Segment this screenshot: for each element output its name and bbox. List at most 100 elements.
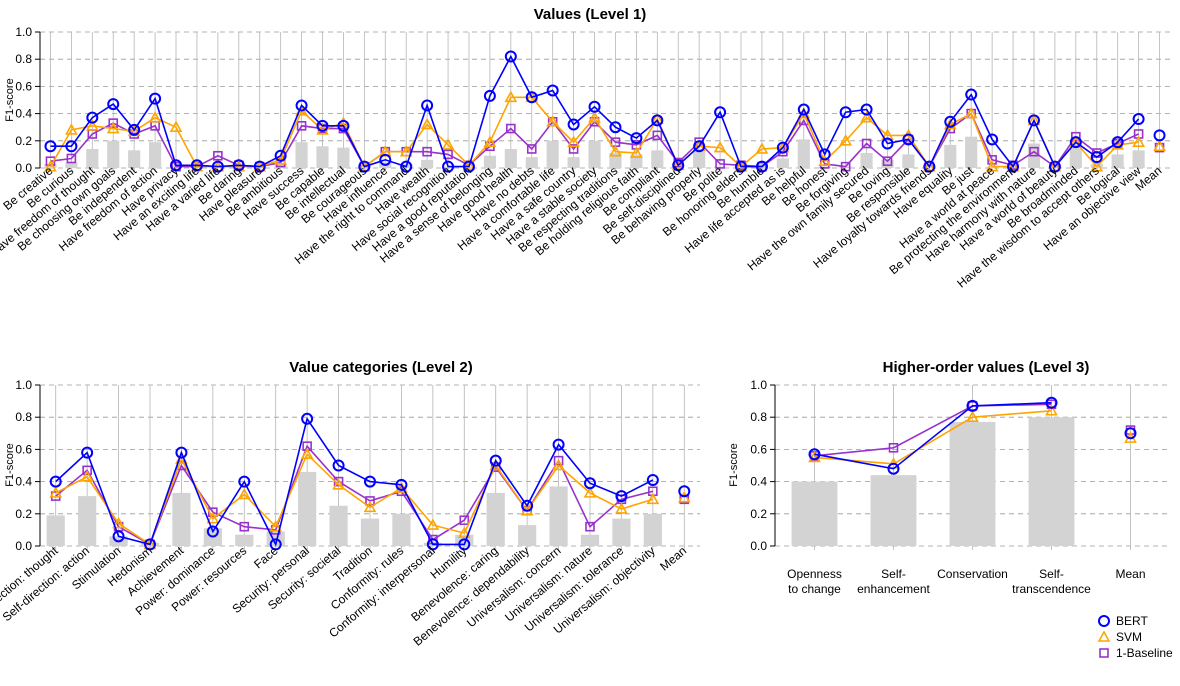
legend: BERT SVM 1-Baseline <box>1097 614 1173 660</box>
bar <box>949 422 996 546</box>
y-tick-label: 0.2 <box>15 134 32 148</box>
y-tick-label: 0.4 <box>15 107 32 121</box>
data-point-bert <box>1124 427 1137 440</box>
data-point-bert <box>525 91 538 104</box>
y-tick-label: 0.2 <box>750 507 767 521</box>
data-point-bert <box>337 119 350 132</box>
data-point-svm <box>148 111 162 123</box>
bar <box>107 140 120 168</box>
data-point-bert <box>426 538 439 551</box>
series-line-bert <box>814 401 1052 470</box>
data-point-bert <box>504 50 517 63</box>
y-axis-label: F1-score <box>728 443 740 486</box>
bar <box>172 492 191 546</box>
panel-value-categories-level-2: Value categories (Level 2) F1-score 0.0 0… <box>0 359 700 649</box>
bar <box>46 515 65 546</box>
data-point-svm <box>630 146 643 158</box>
bar <box>902 154 915 168</box>
data-point-svm <box>85 119 99 131</box>
data-point-svm <box>426 518 440 530</box>
bar <box>588 140 601 168</box>
data-point-svm <box>399 145 413 157</box>
bar <box>643 513 662 546</box>
data-point-bert <box>44 140 57 153</box>
data-point-svm <box>237 487 251 500</box>
data-point-bert <box>755 160 768 173</box>
data-point-svm <box>966 410 979 422</box>
data-point-bert <box>1111 136 1124 149</box>
data-point-bert <box>144 538 156 551</box>
data-point-svm <box>44 159 57 172</box>
data-point-bert <box>364 475 376 488</box>
data-point-1-baseline <box>422 146 432 157</box>
bar <box>567 157 580 168</box>
bar <box>860 153 873 168</box>
data-point-svm <box>504 90 518 103</box>
data-point-bert <box>646 473 659 486</box>
x-tick-label: Self- <box>1039 567 1064 581</box>
bar <box>329 505 348 546</box>
data-point-bert <box>170 159 183 172</box>
data-point-bert <box>672 159 685 172</box>
bar <box>518 525 537 546</box>
y-tick-label: 0.0 <box>750 539 767 553</box>
bar <box>965 136 978 168</box>
data-point-bert <box>818 148 831 161</box>
data-point-1-baseline <box>66 153 77 164</box>
bar <box>651 150 664 168</box>
data-point-svm <box>112 516 125 529</box>
data-point-svm <box>332 478 345 490</box>
data-point-svm <box>80 470 94 482</box>
data-point-svm <box>808 450 821 463</box>
data-point-1-baseline <box>568 144 579 154</box>
data-point-bert <box>1153 129 1166 142</box>
data-point-bert <box>358 160 371 173</box>
data-point-bert <box>966 399 979 412</box>
data-point-bert <box>462 160 475 173</box>
data-point-svm <box>650 112 664 124</box>
data-point-bert <box>651 114 664 127</box>
bar <box>580 534 600 546</box>
data-point-svm <box>395 481 408 493</box>
legend-label: SVM <box>1116 630 1142 644</box>
bar <box>392 513 411 546</box>
data-point-svm <box>609 145 622 157</box>
data-point-svm <box>583 486 597 498</box>
data-point-bert <box>630 132 643 145</box>
data-point-bert <box>735 160 748 173</box>
panel-title: Value categories (Level 2) <box>289 359 472 376</box>
data-point-bert <box>211 160 224 173</box>
data-point-bert <box>521 499 534 512</box>
data-point-1-baseline <box>585 521 595 532</box>
bar <box>421 159 434 168</box>
y-tick-label: 0.8 <box>15 410 32 424</box>
bar <box>316 146 329 168</box>
legend-label: BERT <box>1116 614 1148 628</box>
legend-marker-svm <box>1097 630 1111 642</box>
data-point-bert <box>887 462 900 475</box>
data-point-1-baseline <box>213 150 223 161</box>
data-point-bert <box>400 160 413 173</box>
data-point-svm <box>1090 159 1104 172</box>
data-point-bert <box>584 477 596 490</box>
data-point-bert <box>944 115 957 128</box>
y-tick-label: 1.0 <box>15 25 32 39</box>
panel-title: Higher-order values (Level 3) <box>883 359 1090 376</box>
data-point-svm <box>860 111 873 123</box>
bar <box>86 148 99 168</box>
data-point-bert <box>442 160 455 173</box>
panel-title: Values (Level 1) <box>534 6 647 23</box>
data-point-bert <box>1069 136 1082 149</box>
data-point-bert <box>693 140 706 153</box>
data-point-bert <box>316 119 329 132</box>
y-axis-label: F1-score <box>4 443 16 486</box>
bar <box>776 158 789 168</box>
data-point-bert <box>81 446 94 459</box>
data-point-bert <box>678 485 691 498</box>
bar <box>298 471 317 546</box>
data-point-1-baseline <box>506 123 516 134</box>
data-point-bert <box>49 475 62 488</box>
bar <box>128 150 141 168</box>
data-point-svm <box>755 142 769 154</box>
